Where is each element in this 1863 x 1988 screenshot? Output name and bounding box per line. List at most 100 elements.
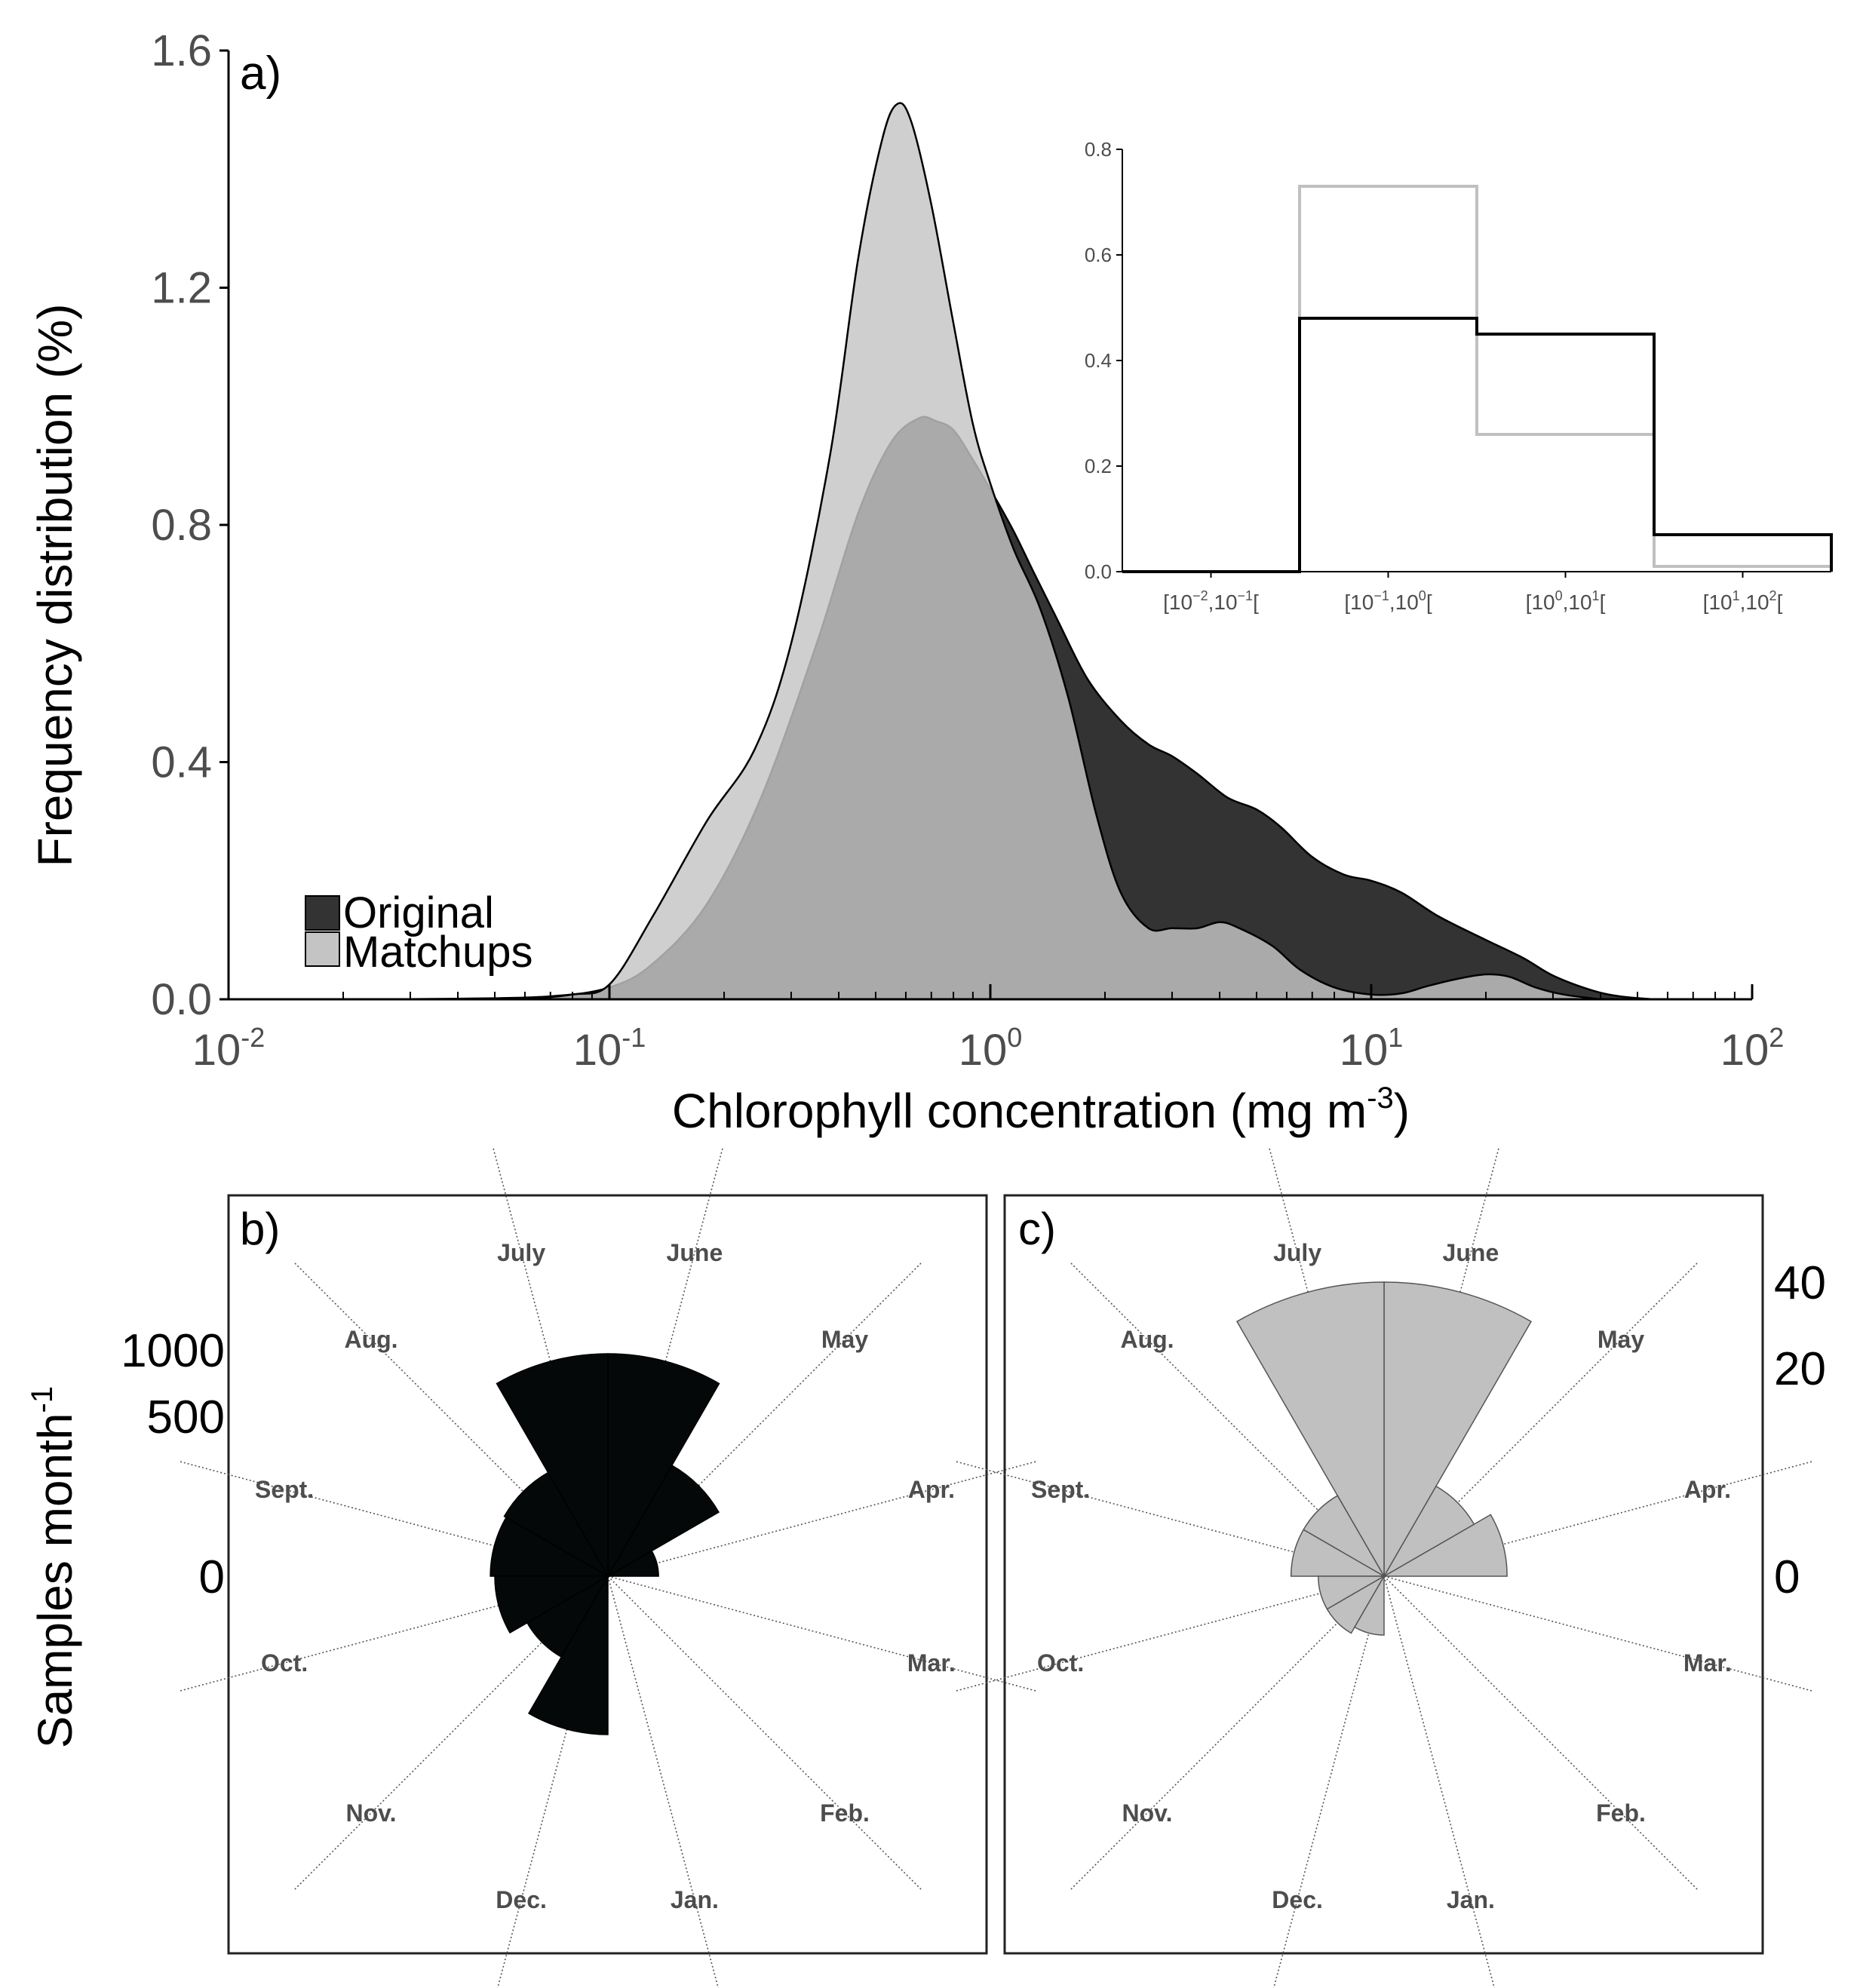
bracket-close: [	[1600, 591, 1606, 614]
legend-label-original: Original	[343, 888, 494, 937]
inset-y-tick-label: 0.2	[1085, 455, 1112, 477]
inset-x-tick-label: [100,101[	[1526, 588, 1606, 614]
range-lower-exp: −2	[1192, 588, 1208, 603]
month-ray	[177, 1575, 609, 1692]
inset-step-chart: 0.00.20.40.60.8 [10−2,10−1[[10−1,100[[10…	[1085, 138, 1833, 614]
month-label: June	[667, 1239, 723, 1266]
radial-tick-label: 20	[1774, 1343, 1826, 1395]
range-upper-base: 10	[1568, 591, 1591, 614]
month-labels: Jan. Feb. Mar. Apr. May June July Aug. Sept. Oct.…	[255, 1239, 956, 1913]
rose-bar-june	[1383, 1281, 1533, 1578]
inset-y-tick-label: 0.6	[1085, 244, 1112, 266]
month-ray	[1069, 1261, 1385, 1577]
month-ray	[1383, 1575, 1699, 1891]
inset-y-ticks: 0.0 0.2 0.4 0.6 0.8	[1085, 138, 1122, 583]
y-tick-label: 1.2	[151, 264, 212, 313]
radial-tick-label: 0	[1774, 1551, 1800, 1603]
month-ray	[1383, 1575, 1815, 1692]
x-tick-label-base: 10	[1720, 1026, 1769, 1075]
month-ray	[607, 1575, 1039, 1692]
rose-bar-aug	[503, 1471, 610, 1578]
inset-step-original	[1122, 317, 1833, 573]
month-labels: Jan. Feb. Mar. Apr. May June July Aug. Sept. Oct.…	[1031, 1239, 1732, 1913]
x-tick-label-base: 10	[192, 1026, 241, 1075]
x-tick-label-exp: 2	[1769, 1022, 1784, 1053]
panel-label-a: a)	[240, 48, 281, 100]
month-label: Mar.	[907, 1649, 956, 1677]
month-ray	[1383, 1575, 1496, 1988]
month-label: Apr.	[1684, 1476, 1731, 1503]
density-line-matchups	[410, 102, 1601, 1001]
bracket-close: [	[1426, 591, 1432, 614]
rose-bar-sept	[490, 1517, 610, 1577]
rose-bar-dec	[527, 1574, 609, 1735]
y-axis-title: Frequency distribution (%)	[28, 304, 82, 867]
month-label: Mar.	[1683, 1649, 1732, 1677]
panel-b-frame	[227, 1194, 988, 1955]
rose-bar-oct	[494, 1575, 610, 1634]
month-ray	[1272, 1575, 1385, 1988]
x-axis-ticks: 10-2 10-1 100 101 102	[192, 984, 1784, 1075]
samples-title-main: Samples month	[28, 1413, 82, 1748]
y-axis-title-samples: Samples month-1	[26, 1386, 82, 1748]
x-tick-label-base: 10	[573, 1026, 622, 1075]
rose-bar-sept	[1290, 1529, 1386, 1577]
y-tick-label: 0.0	[151, 975, 212, 1024]
x-axis-title: Chlorophyll concentration (mg m-3)	[672, 1081, 1410, 1138]
x-tick-label-base: 10	[959, 1026, 1008, 1075]
range-sep: ,	[1740, 591, 1746, 614]
month-label: Oct.	[261, 1649, 308, 1677]
panel-label-b: b)	[240, 1204, 280, 1254]
x-tick-label: 101	[1340, 1022, 1404, 1075]
month-ray	[293, 1261, 609, 1577]
x-tick-label: 10-2	[192, 1022, 265, 1075]
month-ray	[293, 1575, 609, 1891]
x-axis-title-close: )	[1394, 1084, 1410, 1138]
x-tick-label-exp: 0	[1007, 1022, 1022, 1053]
range-lower-base: 10	[1531, 591, 1555, 614]
inset-y-tick-label: 0.0	[1085, 560, 1112, 583]
radial-tick-label: 1000	[121, 1325, 225, 1377]
bracket-close: [	[1777, 591, 1783, 614]
range-upper-exp: 1	[1592, 588, 1600, 603]
legend-swatch-matchups	[305, 931, 340, 967]
month-ray	[953, 1575, 1385, 1692]
month-ray	[1383, 1460, 1815, 1577]
month-ray	[177, 1460, 609, 1577]
month-label: Feb.	[820, 1799, 870, 1827]
x-axis-title-main: Chlorophyll concentration (mg m	[672, 1084, 1367, 1138]
month-label: May	[821, 1326, 868, 1353]
x-tick-label: 10-1	[573, 1022, 646, 1075]
radial-tick-label: 500	[147, 1391, 225, 1443]
month-ray	[607, 1575, 720, 1988]
month-label: Aug.	[1120, 1326, 1174, 1353]
rose-bar-apr	[1382, 1514, 1508, 1577]
density-area-matchups	[410, 103, 1601, 1000]
x-tick-label-exp: -1	[622, 1022, 646, 1053]
month-label: June	[1443, 1239, 1499, 1266]
bracket-open: [	[1344, 591, 1350, 614]
range-upper-exp: −1	[1238, 588, 1254, 603]
legend-label-matchups: Matchups	[343, 928, 533, 977]
range-upper-base: 10	[1395, 591, 1419, 614]
panel-label-c: c)	[1018, 1204, 1056, 1254]
range-sep: ,	[1563, 591, 1569, 614]
y-tick-label: 0.4	[151, 738, 212, 787]
radial-tick-label: 0	[199, 1551, 225, 1603]
inset-x-tick-label: [10−1,100[	[1344, 588, 1432, 614]
rose-bars	[490, 1353, 720, 1735]
samples-title-exp: -1	[26, 1386, 59, 1413]
panel-c-rose-chart: Jan. Feb. Mar. Apr. May June July Aug. Sept. Oct.…	[953, 1146, 1826, 1988]
y-axis-ticks: 0.0 0.4 0.8 1.2 1.6	[151, 26, 229, 1024]
rose-bar-july	[1235, 1281, 1385, 1578]
range-lower-exp: −1	[1373, 588, 1389, 603]
range-lower-base: 10	[1169, 591, 1192, 614]
range-upper-exp: 2	[1769, 588, 1777, 603]
rose-bar-june	[607, 1353, 720, 1578]
bracket-open: [	[1526, 591, 1532, 614]
inset-x-tick-label: [10−2,10−1[	[1163, 588, 1259, 614]
rose-bar-july	[496, 1353, 609, 1578]
rose-bars	[1235, 1281, 1533, 1636]
radial-axis-ticks: 0 20 40	[1774, 1257, 1826, 1603]
